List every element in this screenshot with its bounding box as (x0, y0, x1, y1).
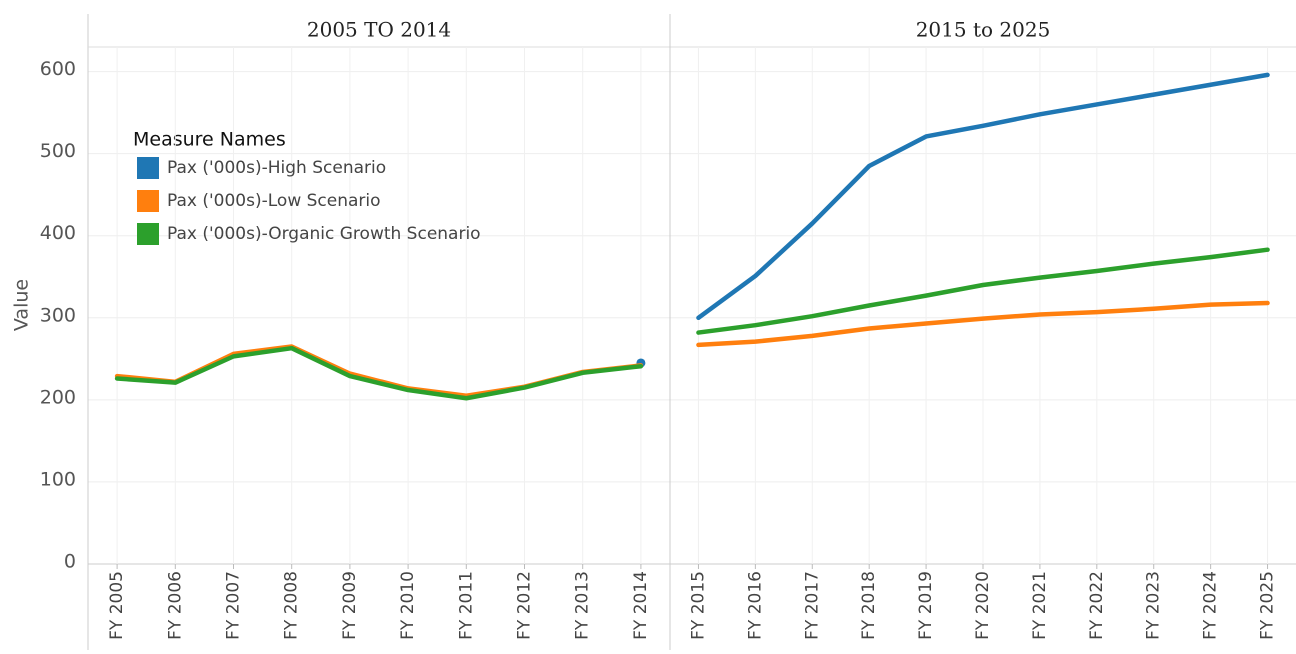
x-tick-label: FY 2014 (631, 571, 651, 640)
legend-swatch (137, 157, 159, 179)
panel-title: 2005 TO 2014 (307, 18, 451, 42)
x-tick-label: FY 2009 (340, 571, 360, 640)
x-tick-label: FY 2007 (224, 571, 244, 640)
x-tick-label: FY 2008 (282, 571, 302, 640)
series-line (696, 247, 1270, 335)
legend-label: Pax ('000s)-High Scenario (167, 158, 386, 178)
series-line (696, 300, 1270, 348)
y-tick-label: 300 (40, 304, 76, 326)
x-tick-label: FY 2018 (859, 571, 879, 640)
x-tick-label: FY 2020 (973, 571, 993, 640)
x-tick-label: FY 2011 (456, 571, 476, 640)
y-tick-label: 500 (40, 140, 76, 162)
x-tick-label: FY 2012 (515, 571, 535, 640)
series-line (114, 345, 644, 401)
y-axis-label: Value (11, 279, 33, 331)
y-tick-label: 100 (40, 468, 76, 490)
x-tick-label: FY 2015 (688, 571, 708, 640)
x-tick-label: FY 2013 (573, 571, 593, 640)
panel-title: 2015 to 2025 (916, 18, 1051, 42)
y-tick-label: 0 (64, 551, 76, 573)
y-tick-label: 600 (40, 58, 76, 80)
x-tick-label: FY 2016 (745, 571, 765, 640)
series-line (696, 72, 1270, 321)
x-tick-label: FY 2024 (1201, 571, 1221, 640)
x-tick-label: FY 2006 (165, 571, 185, 640)
x-tick-label: FY 2022 (1087, 571, 1107, 640)
x-tick-label: FY 2023 (1144, 571, 1164, 640)
x-tick-label: FY 2017 (802, 571, 822, 640)
legend-label: Pax ('000s)-Low Scenario (167, 191, 381, 211)
x-tick-label: FY 2025 (1258, 571, 1278, 640)
legend-swatch (137, 223, 159, 245)
legend-swatch (137, 190, 159, 212)
x-tick-label: FY 2021 (1030, 571, 1050, 640)
x-tick-label: FY 2019 (916, 571, 936, 640)
y-tick-label: 200 (40, 386, 76, 408)
legend-title: Measure Names (133, 129, 286, 151)
x-tick-label: FY 2005 (107, 571, 127, 640)
y-tick-label: 400 (40, 222, 76, 244)
x-tick-label: FY 2010 (398, 571, 418, 640)
legend-label: Pax ('000s)-Organic Growth Scenario (167, 224, 481, 244)
